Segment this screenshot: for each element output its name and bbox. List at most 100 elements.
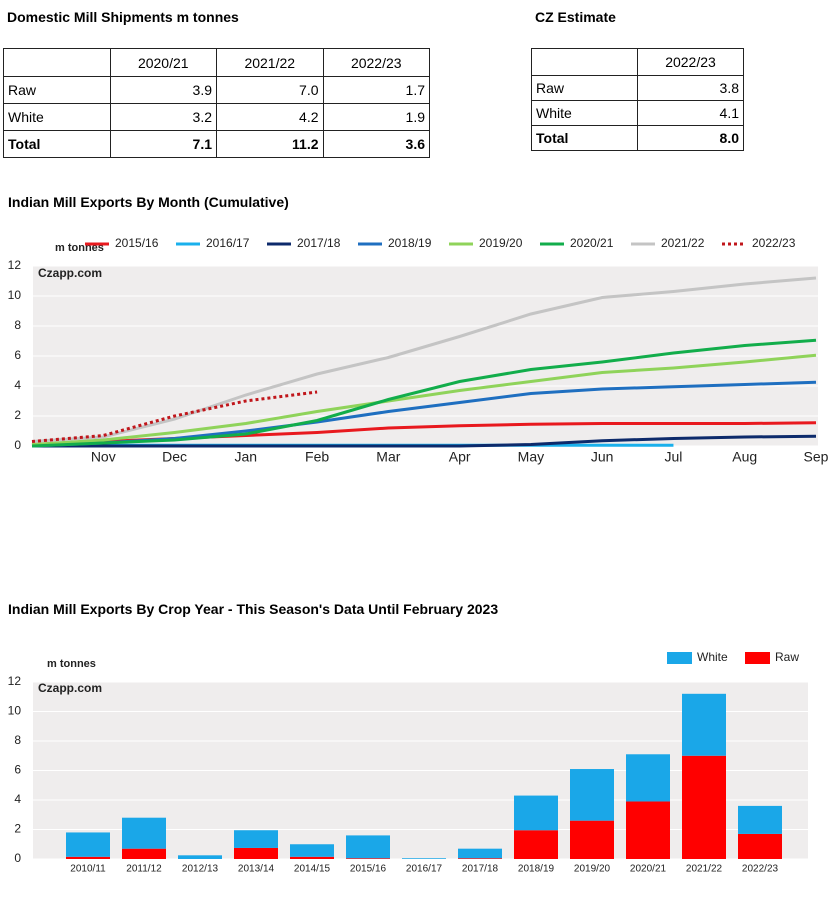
y-tick-label: 8	[14, 733, 21, 747]
bar-segment	[122, 848, 166, 859]
y-axis-label: m tonnes	[47, 658, 96, 670]
estimate-table: 2022/23 Raw 3.8 White 4.1 Total 8.0	[531, 48, 744, 151]
table-title: Domestic Mill Shipments m tonnes	[7, 9, 239, 25]
watermark: Czapp.com	[38, 681, 102, 695]
bar-segment	[234, 830, 278, 848]
watermark: Czapp.com	[38, 266, 102, 280]
chart-title: Indian Mill Exports By Crop Year - This …	[8, 601, 499, 617]
table-row: Total 7.1 11.2 3.6	[3, 130, 430, 158]
x-tick-label: 2014/15	[294, 864, 331, 875]
series-line	[32, 434, 817, 448]
bar-segment	[682, 755, 726, 859]
cell-value: 1.7	[322, 76, 430, 104]
chart-title: Indian Mill Exports By Month (Cumulative…	[8, 194, 289, 210]
column-header: 2021/22	[216, 48, 324, 77]
x-tick-label: 2012/13	[182, 864, 219, 875]
legend-label: 2015/16	[115, 236, 159, 250]
bar-segment	[514, 795, 558, 831]
legend-label: 2019/20	[479, 236, 523, 250]
bar-segment	[234, 847, 278, 859]
legend-swatch	[745, 652, 770, 664]
series-line	[31, 353, 817, 446]
bar-segment	[458, 858, 502, 859]
y-tick-label: 10	[8, 288, 22, 302]
x-tick-label: 2017/18	[462, 864, 499, 875]
table-row: Raw 3.9 7.0 1.7	[3, 76, 430, 104]
bar-segment	[290, 844, 334, 857]
bar-segment	[514, 830, 558, 859]
x-tick-label: 2010/11	[70, 864, 106, 875]
x-tick-label: Sep	[804, 449, 829, 465]
legend-label: 2021/22	[661, 236, 705, 250]
cell-value: 3.6	[322, 130, 430, 158]
bar-segment	[346, 858, 390, 859]
y-tick-label: 6	[14, 763, 21, 777]
series-line	[31, 338, 817, 448]
bar-segment	[290, 856, 334, 859]
cell-value: 3.8	[637, 75, 744, 101]
y-tick-label: 8	[14, 318, 21, 332]
x-tick-label: 2016/17	[406, 864, 443, 875]
x-tick-label: Feb	[305, 449, 329, 465]
y-tick-label: 2	[14, 822, 21, 836]
x-tick-label: Jul	[665, 449, 683, 465]
x-tick-label: Jun	[591, 449, 614, 465]
x-tick-label: 2019/20	[574, 864, 611, 875]
table-title: CZ Estimate	[535, 9, 616, 25]
x-tick-label: May	[518, 449, 544, 465]
x-tick-label: Apr	[449, 449, 471, 465]
row-label: Total	[3, 130, 111, 158]
column-header: 2020/21	[109, 48, 217, 77]
cell-value: 11.2	[216, 130, 324, 158]
cell-value: 1.9	[322, 103, 430, 131]
bar-segment	[738, 833, 782, 859]
series-line	[31, 390, 318, 443]
x-tick-label: 2013/14	[238, 864, 275, 875]
bar-segment	[66, 832, 110, 857]
y-tick-label: 12	[8, 258, 22, 272]
header-row: 2020/21 2021/22 2022/23	[3, 48, 430, 77]
y-tick-label: 0	[14, 851, 21, 865]
y-tick-label: 10	[8, 704, 22, 718]
legend-label: 2016/17	[206, 236, 250, 250]
x-tick-label: 2015/16	[350, 864, 387, 875]
y-tick-label: 4	[14, 792, 21, 806]
legend-label: 2017/18	[297, 236, 341, 250]
bar-segment	[122, 817, 166, 849]
legend-label: 2022/23	[752, 236, 796, 250]
cell-value: 7.1	[109, 130, 217, 158]
table-row: Total 8.0	[531, 125, 744, 151]
legend-label: Raw	[775, 650, 799, 664]
column-header: 2022/23	[322, 48, 430, 77]
bar-segment	[346, 835, 390, 859]
x-tick-label: Jan	[235, 449, 258, 465]
x-tick-label: Mar	[376, 449, 400, 465]
legend-label: White	[697, 650, 728, 664]
x-tick-label: Dec	[162, 449, 187, 465]
y-tick-label: 6	[14, 348, 21, 362]
x-tick-label: 2021/22	[686, 864, 723, 875]
cell-value: 4.2	[216, 103, 324, 131]
y-tick-label: 2	[14, 408, 21, 422]
bar-segment	[570, 769, 614, 821]
x-tick-label: 2018/19	[518, 864, 555, 875]
bar-segment	[458, 848, 502, 859]
legend-swatch	[667, 652, 692, 664]
bar-segment	[178, 855, 222, 859]
cell-value: 3.2	[109, 103, 217, 131]
bar-segment	[402, 858, 446, 859]
x-tick-label: 2022/23	[742, 864, 779, 875]
cell-value: 8.0	[637, 125, 744, 151]
bar-segment	[570, 820, 614, 859]
bar-segment	[66, 856, 110, 859]
cell-value: 7.0	[216, 76, 324, 104]
y-tick-label: 12	[8, 674, 22, 688]
bar-segment	[626, 801, 670, 859]
x-tick-label: 2011/12	[126, 864, 162, 875]
x-tick-label: Nov	[91, 449, 116, 465]
legend-label: 2020/21	[570, 236, 614, 250]
bar-segment	[626, 754, 670, 802]
x-tick-label: 2020/21	[630, 864, 667, 875]
